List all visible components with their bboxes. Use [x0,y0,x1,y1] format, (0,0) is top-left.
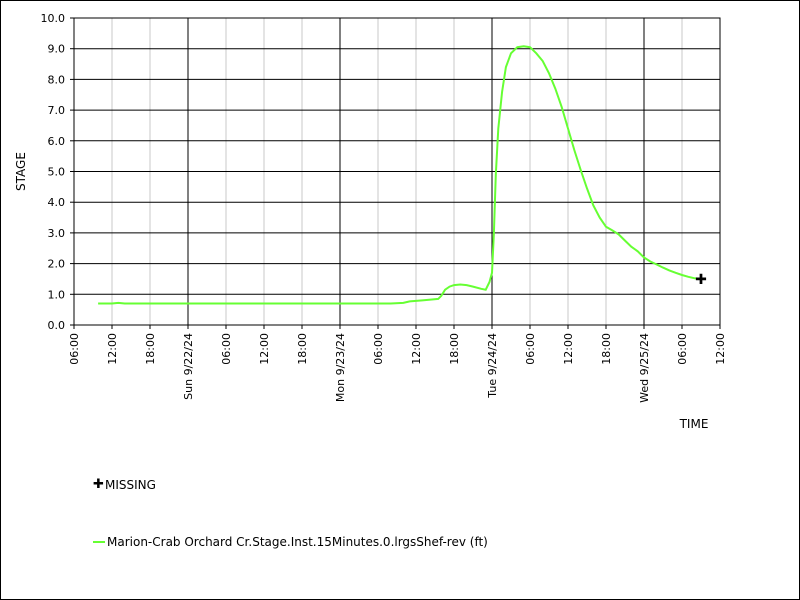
x-tick-label: 06:00 [524,333,537,365]
x-tick-label: 18:00 [448,333,461,365]
y-tick-label: 1.0 [48,288,66,301]
x-tick-label: Tue 9/24/24 [486,333,499,399]
major-gridlines [74,17,720,326]
x-axis-ticks: 06:00 12:00 18:00 Sun 9/22/24 06:00 12:00 18:0… [68,325,727,403]
x-tick-label: 06:00 [372,333,385,365]
y-tick-label: 9.0 [48,43,66,56]
missing-marker: ✚ [695,272,707,288]
y-tick-label: 7.0 [48,104,66,117]
x-tick-label: 12:00 [106,333,119,365]
y-tick-label: 6.0 [48,135,66,148]
x-tick-label: Sun 9/22/24 [182,333,195,400]
y-axis-ticks: 0.0 1.0 2.0 3.0 4.0 5.0 6.0 7.0 8.0 9.0 10.0 [41,12,74,332]
y-tick-label: 8.0 [48,73,66,86]
x-tick-label: Mon 9/23/24 [334,333,347,402]
x-tick-label: 12:00 [562,333,575,365]
x-axis-label: TIME [679,417,709,431]
x-tick-label: Wed 9/25/24 [638,333,651,403]
x-tick-label: 06:00 [676,333,689,365]
y-tick-label: 5.0 [48,166,66,179]
x-tick-label: 06:00 [220,333,233,365]
y-tick-label: 4.0 [48,196,66,209]
x-tick-label: 18:00 [296,333,309,365]
x-tick-label: 06:00 [68,333,81,365]
y-tick-label: 2.0 [48,258,66,271]
y-axis-label: STAGE [14,152,28,191]
stage-series-line [98,45,702,305]
x-tick-label: 18:00 [600,333,613,365]
missing-markers: ✚ [695,272,707,288]
y-tick-label: 3.0 [48,227,66,240]
y-tick-label: 10.0 [41,12,66,25]
x-tick-label: 12:00 [714,333,727,365]
y-tick-label: 0.0 [48,319,66,332]
x-tick-label: 12:00 [410,333,423,365]
x-tick-label: 12:00 [258,333,271,365]
x-tick-label: 18:00 [144,333,157,365]
